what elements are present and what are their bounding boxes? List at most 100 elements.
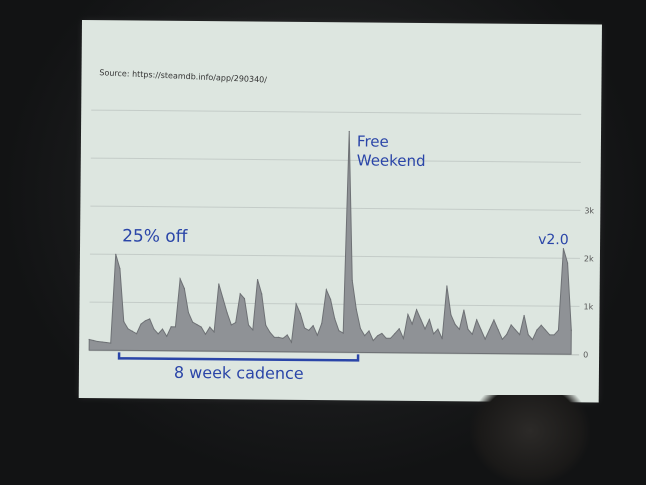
- data-point: [127, 328, 129, 330]
- data-point: [348, 130, 350, 133]
- data-point: [149, 318, 151, 320]
- data-point: [385, 337, 387, 339]
- annotation-cadence: 8 week cadence: [173, 362, 304, 383]
- data-point: [334, 318, 336, 320]
- data-point: [510, 324, 512, 326]
- data-point: [115, 253, 117, 255]
- cadence-bracket: [117, 352, 360, 362]
- data-point: [261, 293, 263, 295]
- data-point: [359, 327, 362, 330]
- data-point: [458, 328, 461, 330]
- series-area: [88, 131, 572, 355]
- data-point: [398, 328, 400, 330]
- data-point: [235, 321, 237, 324]
- gridline: [90, 205, 581, 211]
- data-point: [92, 339, 95, 342]
- data-point: [273, 336, 275, 338]
- data-point: [196, 324, 198, 326]
- data-point: [161, 328, 164, 330]
- data-point: [476, 319, 478, 321]
- annotation-free-weekend: Free Weekend: [356, 132, 426, 171]
- data-point: [218, 283, 220, 285]
- data-point: [562, 248, 565, 250]
- data-point: [230, 324, 232, 326]
- data-point: [123, 320, 125, 323]
- data-point: [527, 334, 529, 336]
- data-point: [105, 341, 108, 344]
- data-point: [277, 336, 280, 338]
- data-point: [119, 268, 121, 270]
- data-point: [523, 314, 525, 317]
- data-point: [282, 337, 284, 339]
- data-point: [170, 326, 172, 328]
- data-point: [209, 326, 211, 328]
- y-tick-label: 1k: [583, 302, 593, 311]
- data-point: [295, 303, 297, 305]
- gridline: [90, 157, 581, 163]
- data-point: [488, 328, 491, 331]
- data-point: [153, 328, 155, 330]
- data-point: [355, 308, 357, 310]
- data-point: [269, 331, 271, 334]
- data-point: [200, 326, 202, 328]
- data-point: [450, 314, 452, 316]
- data-point: [557, 329, 560, 331]
- data-point: [506, 333, 508, 336]
- data-point: [493, 319, 495, 321]
- data-point: [531, 338, 534, 341]
- audience-silhouette: [470, 395, 590, 485]
- gridline: [89, 253, 580, 259]
- data-point: [338, 330, 340, 332]
- data-point: [325, 289, 327, 291]
- data-point: [463, 309, 465, 311]
- data-point: [411, 323, 413, 325]
- data-point: [256, 278, 259, 281]
- data-point: [394, 332, 396, 335]
- data-point: [144, 320, 146, 322]
- data-point: [192, 321, 194, 323]
- data-point: [226, 312, 228, 314]
- data-point: [213, 331, 215, 333]
- data-point: [454, 323, 456, 326]
- data-point: [351, 279, 353, 281]
- y-tick-label: 3k: [584, 206, 594, 215]
- data-point: [303, 327, 306, 329]
- annotation-version: v2.0: [538, 231, 569, 249]
- data-point: [243, 298, 246, 300]
- data-point: [544, 329, 547, 331]
- data-point: [252, 329, 254, 331]
- data-point: [424, 328, 426, 330]
- data-point: [299, 312, 301, 315]
- data-point: [376, 335, 379, 337]
- data-point: [441, 338, 443, 340]
- data-point: [402, 337, 404, 340]
- data-point: [342, 332, 344, 334]
- presentation-slide: Source: https://steamdb.info/app/290340/…: [78, 20, 602, 403]
- data-point: [247, 324, 250, 326]
- data-point: [428, 318, 430, 321]
- data-point: [471, 333, 473, 335]
- data-point: [265, 324, 267, 326]
- data-point: [239, 293, 241, 295]
- data-point: [420, 318, 422, 320]
- data-point: [312, 325, 314, 327]
- data-point: [484, 338, 486, 340]
- data-point: [437, 328, 439, 330]
- data-point: [549, 334, 551, 336]
- data-point: [389, 337, 392, 339]
- y-tick-label: 0: [583, 350, 588, 359]
- data-point: [204, 333, 207, 335]
- data-point: [368, 330, 370, 332]
- data-point: [446, 285, 448, 287]
- data-point: [407, 313, 409, 316]
- data-point: [467, 328, 469, 330]
- data-point: [566, 262, 569, 264]
- data-point: [364, 335, 366, 337]
- data-point: [381, 332, 383, 335]
- data-point: [497, 329, 499, 331]
- y-tick-label: 2k: [584, 254, 594, 263]
- data-point: [157, 333, 159, 335]
- data-point: [321, 322, 323, 324]
- data-point: [553, 334, 555, 336]
- data-point: [308, 329, 310, 331]
